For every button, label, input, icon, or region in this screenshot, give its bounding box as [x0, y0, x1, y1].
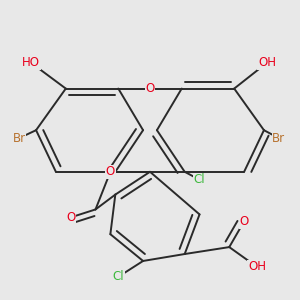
Text: HO: HO [22, 56, 40, 69]
Text: O: O [146, 82, 154, 95]
Text: OH: OH [258, 56, 276, 69]
Text: O: O [239, 215, 249, 228]
Text: Br: Br [272, 132, 285, 145]
Text: O: O [66, 211, 75, 224]
Text: Cl: Cl [194, 173, 205, 186]
Text: OH: OH [248, 260, 266, 273]
Text: Cl: Cl [112, 270, 124, 283]
Text: Br: Br [13, 132, 26, 145]
Text: O: O [106, 165, 115, 178]
